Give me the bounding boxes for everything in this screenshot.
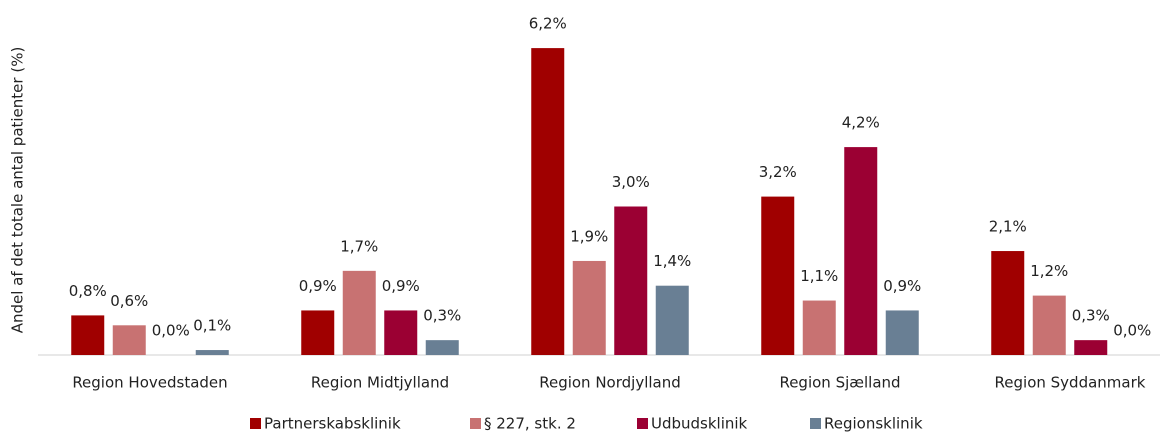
bar [425, 340, 459, 355]
bar [195, 350, 229, 355]
legend-swatch [810, 418, 821, 429]
bar [802, 300, 836, 355]
value-label: 2,1% [989, 218, 1027, 236]
bar [1074, 340, 1108, 355]
x-tick-label: Region Midtjylland [311, 374, 449, 392]
value-label: 0,9% [883, 277, 921, 295]
bar [531, 48, 565, 355]
legend-swatch [470, 418, 481, 429]
bar [342, 270, 376, 355]
bar [112, 325, 146, 355]
bar [655, 285, 689, 355]
x-tick-label: Region Hovedstaden [72, 374, 227, 392]
legend-label: § 227, stk. 2 [484, 415, 576, 433]
bar [614, 206, 648, 355]
bar [844, 147, 878, 355]
value-label: 3,2% [759, 163, 797, 181]
value-label: 0,3% [1072, 307, 1110, 325]
legend-swatch [250, 418, 261, 429]
value-label: 0,9% [382, 277, 420, 295]
value-label: 0,1% [193, 317, 231, 335]
x-tick-label: Region Syddanmark [995, 374, 1146, 392]
value-label: 0,0% [1113, 322, 1151, 340]
y-axis-label: Andel af det totale antal patienter (%) [9, 47, 27, 334]
legend-label: Regionsklinik [824, 415, 923, 433]
value-label: 0,9% [299, 277, 337, 295]
value-label: 1,7% [340, 237, 378, 255]
bar [991, 251, 1025, 355]
bar [301, 310, 335, 355]
value-label: 0,6% [110, 292, 148, 310]
bar [572, 260, 606, 355]
value-label: 0,3% [423, 307, 461, 325]
value-label: 1,2% [1030, 262, 1068, 280]
value-label: 3,0% [612, 173, 650, 191]
bar [384, 310, 418, 355]
bar [885, 310, 919, 355]
value-label: 4,2% [842, 114, 880, 132]
value-label: 0,0% [152, 322, 190, 340]
value-label: 0,8% [69, 282, 107, 300]
value-label: 1,1% [800, 267, 838, 285]
value-label: 1,4% [653, 252, 691, 270]
legend-label: Udbudsklinik [651, 415, 748, 433]
bar [71, 315, 105, 355]
legend-label: Partnerskabsklinik [264, 415, 401, 433]
value-label: 1,9% [570, 227, 608, 245]
legend-swatch [637, 418, 648, 429]
bar [761, 196, 795, 355]
x-tick-label: Region Nordjylland [539, 374, 681, 392]
value-label: 6,2% [529, 15, 567, 33]
bar [1032, 295, 1066, 355]
x-tick-label: Region Sjælland [779, 374, 900, 392]
